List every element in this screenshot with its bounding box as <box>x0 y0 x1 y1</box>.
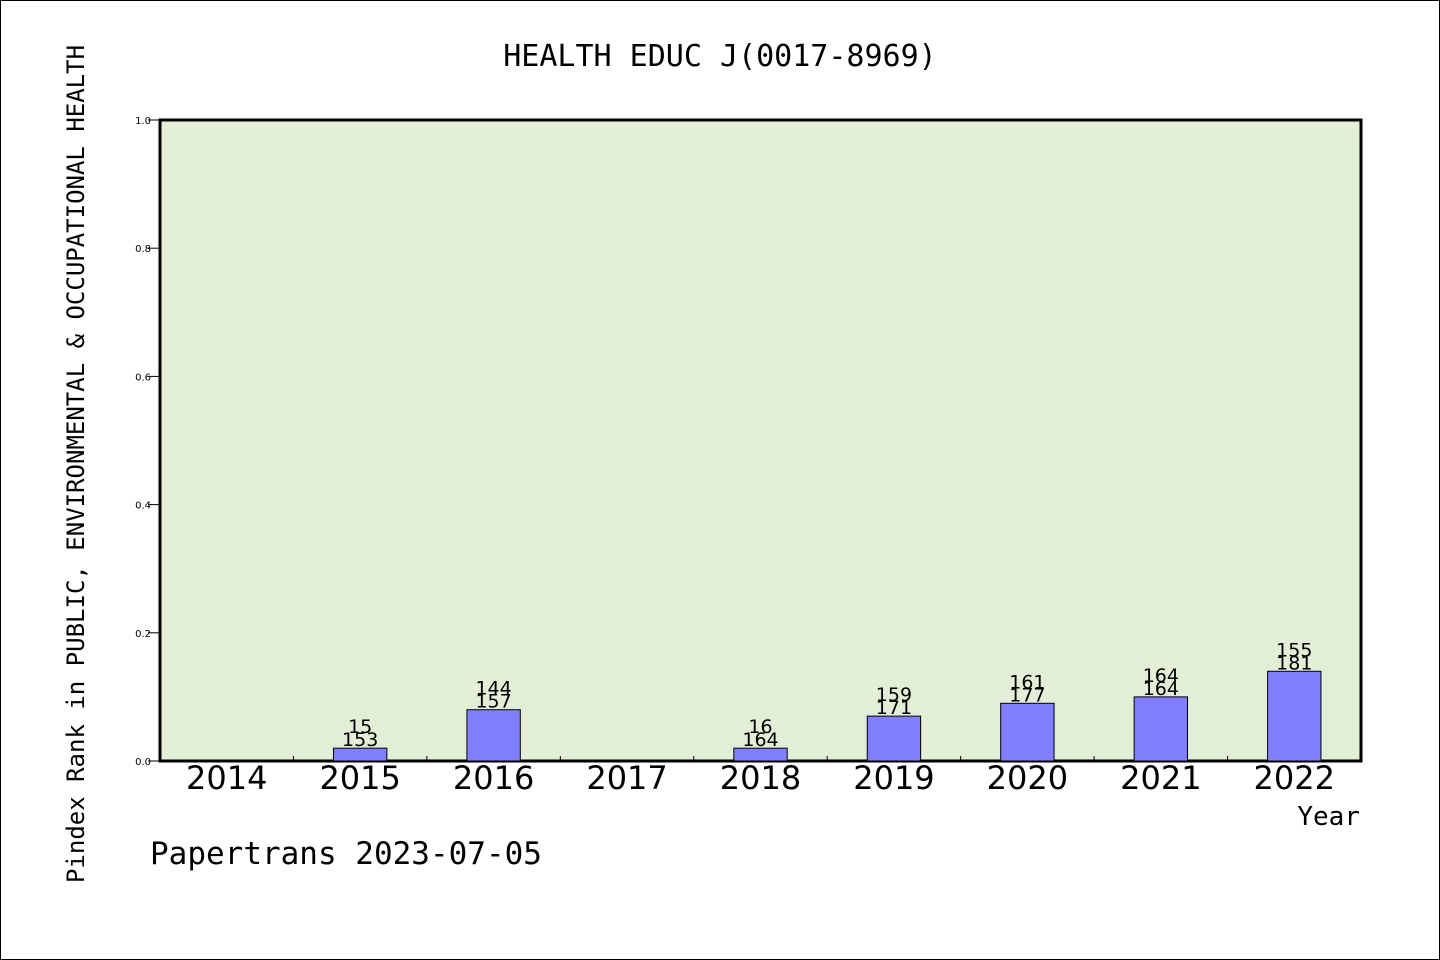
x-tick-label: 2021 <box>1120 759 1201 797</box>
x-tick-label: 2016 <box>453 759 534 797</box>
x-tick-label: 2020 <box>987 759 1068 797</box>
bar-label-bottom: 171 <box>876 697 912 719</box>
x-tick-label: 2019 <box>853 759 934 797</box>
bar-label-bottom: 177 <box>1009 684 1045 706</box>
x-tick-label: 2022 <box>1254 759 1335 797</box>
bar <box>1267 670 1322 762</box>
x-axis-ticks: 2014 2015 2016 2017 2018 2019 2020 2021 2022 <box>186 756 1335 797</box>
bar <box>1133 696 1189 762</box>
y-axis-ticks: 0.0 0.2 0.4 0.6 0.8 1.0 <box>135 116 160 768</box>
bar-label-bottom: 181 <box>1276 652 1312 674</box>
x-tick-label: 2018 <box>720 759 801 797</box>
x-axis-label: Year <box>1297 802 1360 832</box>
y-tick-label: 0.4 <box>135 501 151 512</box>
bar-label-bottom: 153 <box>342 729 378 751</box>
x-tick-label: 2014 <box>186 759 267 797</box>
y-tick-label: 0.8 <box>135 244 151 255</box>
bar-label-bottom: 164 <box>1143 678 1179 700</box>
bar <box>866 715 922 762</box>
bar <box>332 747 388 762</box>
bar-label-top: 164 <box>1143 665 1179 687</box>
y-tick-label: 0.6 <box>135 372 151 383</box>
bar <box>466 709 521 762</box>
bar-label-top: 144 <box>475 678 511 700</box>
y-tick-label: 0.2 <box>135 629 151 640</box>
y-tick-label: 1.0 <box>135 116 151 127</box>
plot-area <box>158 118 1363 763</box>
bar <box>1000 702 1055 762</box>
bar-label-bottom: 157 <box>475 691 511 713</box>
x-tick-label: 2015 <box>319 759 400 797</box>
y-tick-label: 0.0 <box>135 757 151 768</box>
bar-label-top: 159 <box>876 684 912 706</box>
bar-label-bottom: 164 <box>742 729 778 751</box>
bar-label-top: 16 <box>748 716 772 738</box>
chart-title: HEALTH EDUC J(0017-8969) <box>503 39 936 74</box>
bars <box>332 670 1322 762</box>
bar <box>733 747 788 762</box>
bar-label-top: 155 <box>1276 639 1312 661</box>
bar-label-top: 15 <box>348 716 372 738</box>
bar-label-top: 161 <box>1009 671 1045 693</box>
y-axis-label: Pindex Rank in PUBLIC, ENVIRONMENTAL & O… <box>62 45 90 883</box>
footer-credit: Papertrans 2023-07-05 <box>150 836 542 872</box>
x-tick-label: 2017 <box>586 759 667 797</box>
